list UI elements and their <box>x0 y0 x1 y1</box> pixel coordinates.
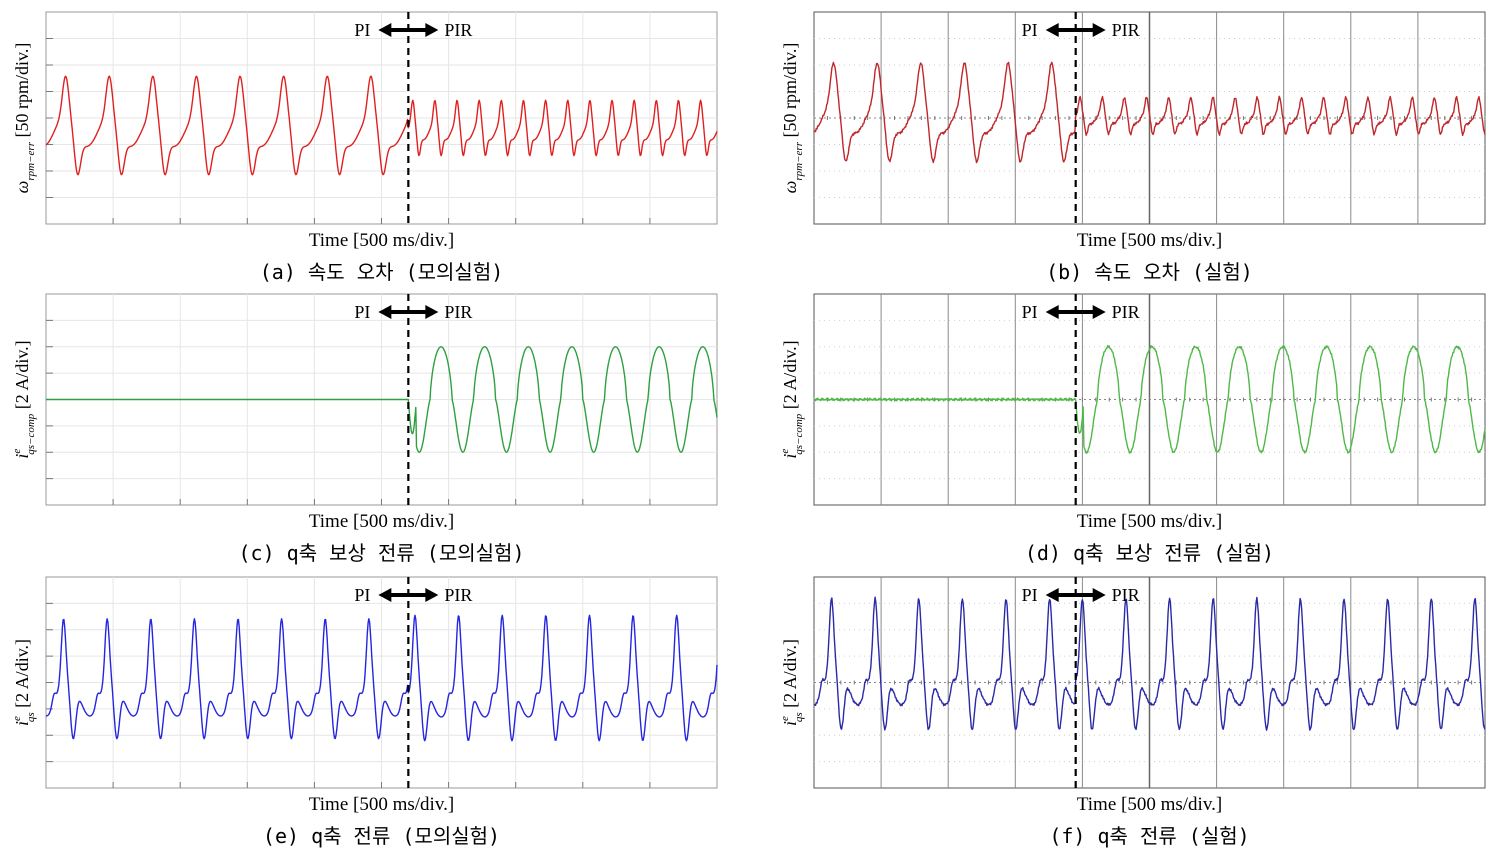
y-axis-var: ω <box>780 181 800 194</box>
subfigure-caption: (f) q축 전류 (실험) <box>1049 824 1249 848</box>
y-axis-sup: e <box>779 716 791 721</box>
y-axis-var: i <box>12 454 32 459</box>
switch-label-pi: PI <box>354 302 370 322</box>
series-line <box>813 61 1486 164</box>
subfigure-caption: (b) 속도 오차 (실험) <box>1046 260 1253 284</box>
chart-d: PI PIR Time [500 ms/div.] (d) q축 보상 전류 (실험)… <box>779 293 1486 565</box>
switch-arrow-right <box>425 23 439 37</box>
chart-e: PI PIR Time [500 ms/div.] (e) q축 전류 (모의실험) i… <box>11 576 718 848</box>
y-axis-label: ie qs−comp [2 A/div.] <box>779 340 805 458</box>
switch-label-pi: PI <box>354 585 370 605</box>
switch-arrow-right <box>1092 588 1106 602</box>
chart-f: PI PIR Time [500 ms/div.] (f) q축 전류 (실험) ie q… <box>779 576 1486 848</box>
x-axis-label: Time [500 ms/div.] <box>1077 511 1222 532</box>
y-axis-sub: qs−comp <box>793 413 805 455</box>
y-axis-sub: qs <box>793 712 805 722</box>
switch-arrow-left <box>1045 23 1059 37</box>
chart-b: PI PIR Time [500 ms/div.] (b) 속도 오차 (실험) ωrp… <box>780 11 1486 284</box>
y-axis-unit: [2 A/div.] <box>780 639 800 712</box>
y-axis-var: i <box>12 721 32 726</box>
switch-label-pir: PIR <box>444 585 472 605</box>
y-axis-sup: e <box>11 716 23 721</box>
switch-arrow-right <box>1092 23 1106 37</box>
y-axis-unit: [2 A/div.] <box>780 340 800 413</box>
y-axis-sub: rpm−err <box>25 141 37 180</box>
y-axis-sup: e <box>779 449 791 454</box>
series-line <box>46 346 718 453</box>
series-line <box>45 614 718 742</box>
series-line <box>814 596 1486 731</box>
x-axis-label: Time [500 ms/div.] <box>309 794 454 815</box>
switch-arrow-left <box>378 588 392 602</box>
switch-label-pir: PIR <box>1112 302 1140 322</box>
switch-label-pi: PI <box>354 20 370 40</box>
x-axis-label: Time [500 ms/div.] <box>1077 230 1222 251</box>
switch-label-pi: PI <box>1022 302 1038 322</box>
y-axis-var: i <box>780 454 800 459</box>
y-axis-var: ω <box>12 181 32 194</box>
y-axis-label: ie qs−comp [2 A/div.] <box>11 340 37 458</box>
y-axis-unit: [2 A/div.] <box>12 340 32 413</box>
y-axis-var: i <box>780 721 800 726</box>
y-axis-unit: [50 rpm/div.] <box>12 43 32 142</box>
y-axis-sub: qs <box>25 712 37 722</box>
switch-arrow-left <box>1045 305 1059 319</box>
switch-arrow-right <box>1092 305 1106 319</box>
subfigure-caption: (d) q축 보상 전류 (실험) <box>1025 541 1274 565</box>
switch-label-pir: PIR <box>1112 585 1140 605</box>
x-axis-label: Time [500 ms/div.] <box>309 230 454 251</box>
subfigure-caption: (c) q축 보상 전류 (모의실험) <box>238 541 524 565</box>
switch-arrow-left <box>378 305 392 319</box>
y-axis-label: ωrpm−err [50 rpm/div.] <box>780 43 805 194</box>
series-line <box>814 344 1486 454</box>
y-axis-sup: e <box>11 449 23 454</box>
subfigure-caption: (e) q축 전류 (모의실험) <box>263 824 500 848</box>
switch-label-pi: PI <box>1022 20 1038 40</box>
switch-label-pir: PIR <box>444 20 472 40</box>
switch-label-pi: PI <box>1022 585 1038 605</box>
chart-c: PI PIR Time [500 ms/div.] (c) q축 보상 전류 (모의실… <box>11 293 718 565</box>
x-axis-label: Time [500 ms/div.] <box>1077 794 1222 815</box>
y-axis-label: ie qs [2 A/div.] <box>779 639 805 726</box>
chart-a: PI PIR Time [500 ms/div.] (a) 속도 오차 (모의실험) ω… <box>12 11 718 284</box>
switch-arrow-left <box>378 23 392 37</box>
switch-label-pir: PIR <box>1112 20 1140 40</box>
y-axis-label: ie qs [2 A/div.] <box>11 639 37 726</box>
y-axis-unit: [50 rpm/div.] <box>780 43 800 142</box>
y-axis-sub: qs−comp <box>25 413 37 455</box>
switch-arrow-left <box>1045 588 1059 602</box>
switch-arrow-right <box>425 588 439 602</box>
x-axis-label: Time [500 ms/div.] <box>309 511 454 532</box>
switch-label-pir: PIR <box>444 302 472 322</box>
y-axis-label: ωrpm−err [50 rpm/div.] <box>12 43 37 194</box>
y-axis-sub: rpm−err <box>793 141 805 180</box>
subfigure-caption: (a) 속도 오차 (모의실험) <box>260 260 504 284</box>
series-line <box>45 75 718 176</box>
switch-arrow-right <box>425 305 439 319</box>
y-axis-unit: [2 A/div.] <box>12 639 32 712</box>
